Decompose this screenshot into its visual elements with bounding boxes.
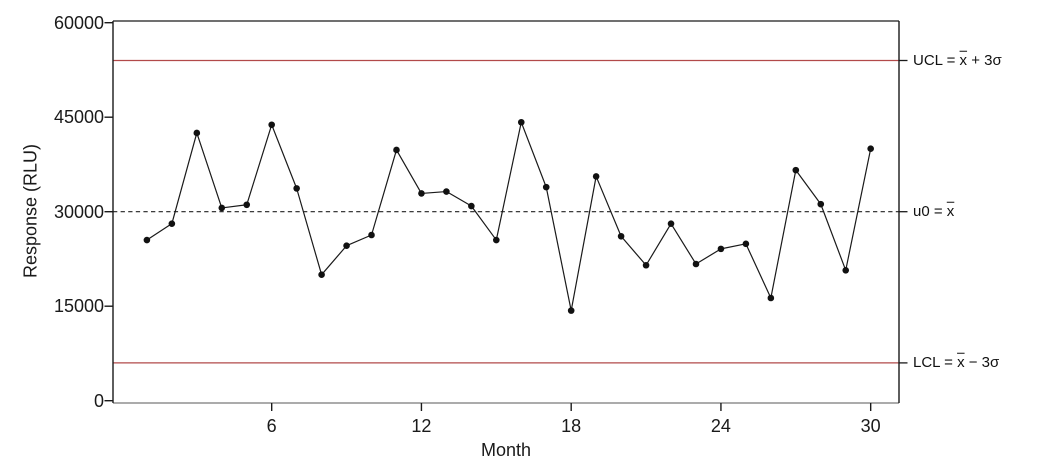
data-point — [468, 202, 475, 210]
data-point — [867, 145, 874, 152]
xbar-symbol: x — [957, 353, 965, 371]
ucl-label-suffix: + 3σ — [967, 51, 1002, 69]
data-point — [168, 220, 176, 227]
series-line — [146, 121, 872, 312]
xbar-symbol: x — [959, 51, 968, 69]
data-point — [567, 307, 575, 314]
lcl-label: LCL = x − 3σ — [913, 353, 1000, 372]
data-point — [692, 260, 700, 268]
y-tick-label: 45000 — [53, 107, 104, 128]
lcl-label-suffix: − 3σ — [964, 353, 1000, 371]
data-point — [293, 185, 300, 192]
x-tick-label: 30 — [860, 416, 881, 436]
ucl-label: UCL = x + 3σ — [913, 52, 1002, 69]
x-axis-title: Month — [480, 440, 532, 460]
data-point — [592, 173, 600, 180]
data-point — [268, 121, 275, 129]
data-point — [243, 201, 251, 209]
center-label-prefix: u0 = — [913, 202, 947, 220]
data-point — [667, 220, 675, 227]
y-tick-label: 0 — [93, 390, 104, 411]
data-point — [617, 232, 625, 240]
data-point — [143, 236, 151, 244]
y-tick-label: 30000 — [53, 201, 104, 222]
y-tick-label: 15000 — [53, 296, 104, 317]
data-point — [542, 183, 550, 191]
x-tick-label: 18 — [561, 416, 582, 436]
data-point — [642, 261, 650, 269]
x-tick-label: 12 — [411, 416, 432, 436]
data-point — [792, 166, 800, 174]
y-tick-label: 60000 — [53, 12, 104, 33]
data-point — [717, 245, 725, 253]
ucl-label-prefix: UCL = — [913, 51, 960, 69]
data-point — [318, 271, 325, 279]
data-point — [218, 204, 226, 212]
data-point — [842, 266, 850, 274]
xbar-symbol: x — [946, 202, 955, 220]
data-point — [517, 118, 525, 126]
x-tick-label: 24 — [710, 416, 731, 436]
data-point — [418, 190, 425, 197]
data-point — [343, 242, 350, 250]
lcl-label-prefix: LCL = — [913, 353, 958, 371]
data-point — [443, 188, 450, 195]
data-point — [393, 146, 400, 154]
data-point — [193, 129, 201, 137]
data-point — [493, 236, 500, 244]
x-tick-label: 6 — [266, 416, 277, 436]
data-point — [767, 294, 775, 302]
data-point — [817, 200, 825, 208]
data-point — [368, 231, 375, 239]
data-point — [742, 240, 750, 248]
center-line-label: u0 = x — [913, 203, 954, 220]
